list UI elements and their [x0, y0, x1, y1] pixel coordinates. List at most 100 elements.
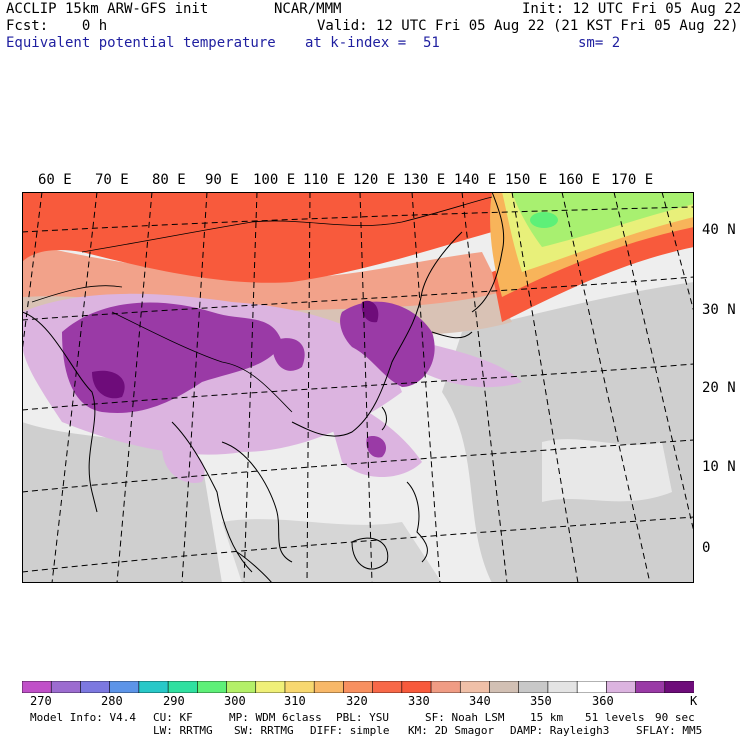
- lon-label: 170 E: [611, 172, 654, 188]
- field-lilac: [422, 342, 522, 388]
- meridian: [661, 192, 694, 313]
- footer-sflay: SFLAY: MM5: [636, 724, 703, 737]
- lat-label: 10 N: [702, 459, 736, 475]
- colorbar-swatch: [313, 681, 344, 693]
- colorbar-swatch: [489, 681, 520, 693]
- coastline-sumatra: [236, 551, 273, 583]
- lon-label: 120 E: [353, 172, 396, 188]
- field-hot: [22, 192, 502, 283]
- meridian: [116, 192, 153, 583]
- parallel-30: [22, 276, 694, 321]
- colorbar-tick: 350: [530, 694, 552, 708]
- colorbar-swatch: [459, 681, 491, 693]
- colorbar-swatch: [547, 681, 578, 693]
- meridian: [613, 192, 694, 533]
- lat-label: 30 N: [702, 302, 736, 318]
- lon-label: 140 E: [454, 172, 497, 188]
- forecast-hour: Fcst: 0 h: [6, 18, 108, 34]
- colorbar-swatch: [197, 681, 228, 693]
- colorbar-swatch: [167, 681, 198, 693]
- footer-levels: 51 levels: [585, 711, 645, 724]
- coastline: [291, 231, 463, 437]
- map-plot: [22, 192, 694, 583]
- colorbar-swatch: [284, 681, 315, 693]
- coastline: [431, 331, 473, 339]
- colorbar-swatch: [255, 681, 286, 693]
- lon-label: 70 E: [95, 172, 129, 188]
- coastline-taiwan: [381, 406, 387, 431]
- border: [31, 285, 123, 303]
- coastline-philippines: [406, 481, 428, 563]
- colorbar-swatch: [109, 681, 140, 693]
- field-lilac: [322, 392, 422, 477]
- title-org: NCAR/MMM: [274, 1, 342, 17]
- colorbar-unit: K: [690, 694, 698, 708]
- coastline: [221, 441, 293, 563]
- colorbar-tick: 280: [101, 694, 123, 708]
- lon-label: 90 E: [205, 172, 239, 188]
- smoothing: sm= 2: [578, 35, 621, 51]
- colorbar-tick: 330: [408, 694, 430, 708]
- colorbar-swatch: [576, 681, 607, 693]
- colorbar-tick: 360: [592, 694, 614, 708]
- colorbar-swatch: [343, 681, 374, 693]
- parallel-40: [22, 206, 694, 233]
- footer-mp: MP: WDM 6class: [229, 711, 322, 724]
- footer-lw: LW: RRTMG: [153, 724, 213, 737]
- colorbar-swatch: [606, 681, 637, 693]
- colorbar-swatch: [372, 681, 403, 693]
- colorbar-tick: 300: [224, 694, 246, 708]
- footer-diff: DIFF: simple: [310, 724, 390, 737]
- meridian: [411, 192, 441, 583]
- colorbar: [22, 681, 694, 693]
- meridian: [511, 192, 579, 583]
- colorbar-tick: 320: [346, 694, 368, 708]
- lon-label: 130 E: [403, 172, 446, 188]
- footer-model-info: Model Info: V4.4: [30, 711, 136, 724]
- field-grey: [442, 282, 694, 583]
- lon-label: 80 E: [152, 172, 186, 188]
- field-light: [542, 439, 672, 502]
- field-green: [512, 192, 694, 247]
- lon-label: 110 E: [303, 172, 346, 188]
- footer-km: KM: 2D Smagor: [408, 724, 495, 737]
- meridian: [461, 192, 508, 583]
- map-frame: [22, 192, 694, 583]
- meridian: [561, 192, 651, 583]
- footer-sw: SW: RRTMG: [234, 724, 294, 737]
- init-time: Init: 12 UTC Fri 05 Aug 22: [522, 1, 740, 17]
- lat-label: 0: [702, 540, 711, 556]
- lon-label: 150 E: [505, 172, 548, 188]
- title-model: ACCLIP 15km ARW-GFS init: [6, 1, 209, 17]
- coastline: [471, 192, 505, 313]
- colorbar-swatch: [22, 681, 52, 693]
- field-dark: [92, 370, 125, 399]
- footer-cu: CU: KF: [153, 711, 193, 724]
- meridian: [181, 192, 208, 583]
- colorbar-swatch: [226, 681, 257, 693]
- field-dark: [361, 300, 379, 323]
- coastlines: [22, 192, 505, 583]
- colorbar-swatch: [80, 681, 111, 693]
- footer-pbl: PBL: YSU: [336, 711, 389, 724]
- lat-label: 20 N: [702, 380, 736, 396]
- field-green-core: [530, 212, 558, 228]
- valid-time: Valid: 12 UTC Fri 05 Aug 22 (21 KST Fri …: [317, 18, 739, 34]
- field-purple: [366, 436, 387, 458]
- field-lilac: [162, 446, 205, 483]
- coastline: [22, 311, 98, 513]
- lon-label: 60 E: [38, 172, 72, 188]
- lon-label: 100 E: [253, 172, 296, 188]
- meridian: [51, 192, 98, 583]
- colorbar-swatch: [401, 681, 432, 693]
- level-index: at k-index = 51: [305, 35, 440, 51]
- colorbar-swatch: [635, 681, 666, 693]
- lat-label: 40 N: [702, 222, 736, 238]
- footer-sf: SF: Noah LSM: [425, 711, 505, 724]
- field-grey: [222, 519, 442, 583]
- colorbar-swatch: [138, 681, 169, 693]
- meridian: [306, 192, 311, 583]
- colorbar-swatch: [664, 681, 694, 693]
- colorbar-tick: 290: [163, 694, 185, 708]
- meridian: [243, 192, 258, 583]
